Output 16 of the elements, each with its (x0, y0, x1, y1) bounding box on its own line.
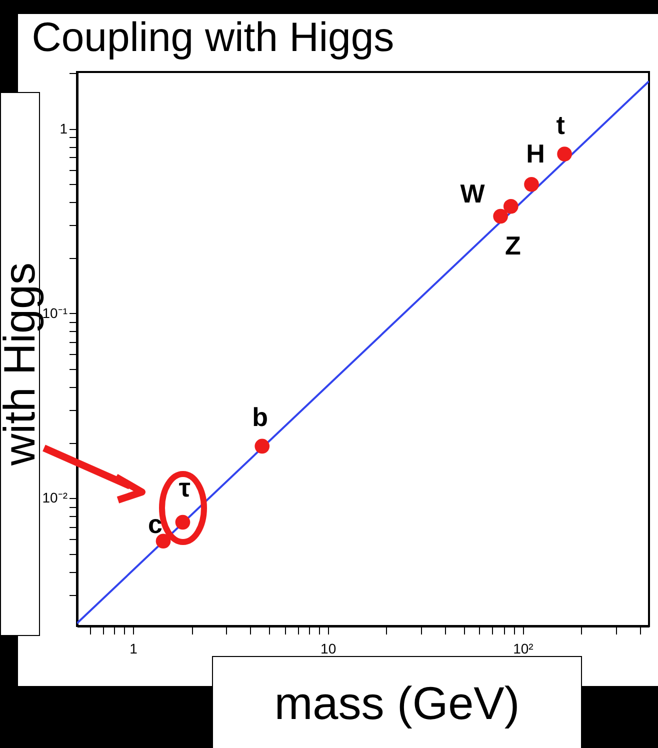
y-axis-title: with Higgs (0, 262, 44, 466)
x-tick-label: 10² (513, 640, 534, 656)
y-tick-label: 10⁻¹ (42, 304, 68, 321)
annotation: Z (504, 230, 521, 260)
annotation: τ (178, 472, 191, 502)
chart-title: Coupling with Higgs (32, 14, 394, 60)
x-axis-title: mass (GeV) (212, 656, 582, 748)
annotation: H (526, 138, 545, 168)
annotation: t (556, 110, 566, 140)
annotation: W (460, 178, 486, 208)
y-tick-label: 10⁻² (42, 490, 68, 506)
annotation: b (252, 402, 268, 432)
annotation: c (148, 509, 162, 540)
y-tick-label: 1 (60, 120, 68, 136)
x-tick-label: 10 (320, 640, 336, 656)
x-tick-label: 1 (130, 640, 138, 656)
